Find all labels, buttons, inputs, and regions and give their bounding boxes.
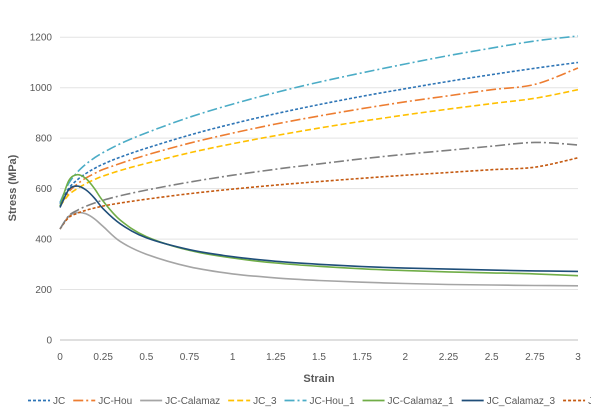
series-line-jc-2 [59,157,579,230]
x-tick-label: 1.25 [266,352,286,363]
series-line-jc-3 [59,88,579,207]
x-axis-title: Strain [303,373,334,385]
legend-label: JC_Calamaz_3 [487,396,556,407]
legend-label: JC_3 [253,396,277,407]
y-tick-label: 1000 [30,83,53,94]
legend-label: JC-Hou [98,396,132,407]
y-tick-label: 0 [46,336,52,347]
x-tick-label: 1.75 [352,352,372,363]
y-tick-label: 1200 [30,33,53,44]
x-tick-labels: 0 0.25 0.5 0.75 1 1.25 1.5 1.75 2 2.25 2.5 2.75 3 [57,352,581,363]
x-tick-label: 1.5 [312,352,326,363]
x-tick-label: 1 [230,352,236,363]
y-tick-labels: 0 200 400 600 800 1000 1200 [30,33,53,347]
plot-area [59,35,579,287]
y-axis-title: Stress (MPa) [7,154,19,221]
y-tick-label: 200 [35,285,52,296]
x-tick-label: 0.25 [93,352,113,363]
x-tick-label: 3 [575,352,581,363]
series-line-jc [59,61,579,205]
legend: JC JC-Hou JC-Calamaz JC_3 JC-Hou_1 JC-Calamaz… [28,396,591,407]
legend-label: JC_2 [588,396,591,407]
legend-label: JC-Hou_1 [310,396,355,407]
x-tick-label: 2.75 [525,352,545,363]
x-tick-label: 2.5 [485,352,499,363]
y-tick-label: 600 [35,184,52,195]
series-line-jc-hou-1 [59,35,579,203]
series-line-jc-calamaz-3 [59,185,579,273]
y-tick-label: 400 [35,235,52,246]
series-line-jc-calamaz [59,211,579,287]
x-tick-label: 0 [57,352,63,363]
x-tick-label: 0.75 [180,352,200,363]
y-tick-label: 800 [35,134,52,145]
x-tick-label: 2.25 [439,352,459,363]
series-line-jc-hou-2 [59,141,579,230]
gridlines [60,36,578,291]
x-tick-label: 0.5 [139,352,153,363]
legend-label: JC-Calamaz_1 [388,396,455,407]
x-tick-label: 2 [403,352,409,363]
series-line-jc-hou [59,67,579,207]
series-line-jc-calamaz-1 [59,173,579,277]
legend-label: JC-Calamaz [165,396,220,407]
legend-label: JC [53,396,65,407]
